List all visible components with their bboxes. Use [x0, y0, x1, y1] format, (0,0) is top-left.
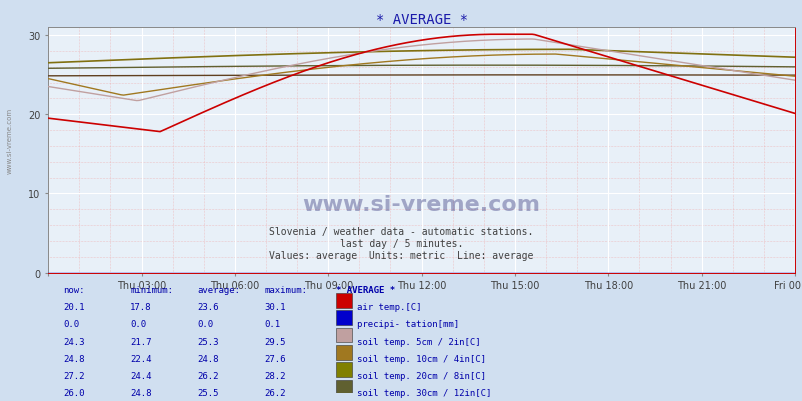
- FancyBboxPatch shape: [335, 311, 352, 325]
- Title: * AVERAGE *: * AVERAGE *: [375, 13, 467, 27]
- Text: 21.7: 21.7: [130, 337, 152, 346]
- Text: minimum:: minimum:: [130, 285, 173, 294]
- Text: soil temp. 5cm / 2in[C]: soil temp. 5cm / 2in[C]: [356, 337, 480, 346]
- Text: precipi- tation[mm]: precipi- tation[mm]: [356, 320, 458, 328]
- FancyBboxPatch shape: [335, 345, 352, 360]
- Text: soil temp. 10cm / 4in[C]: soil temp. 10cm / 4in[C]: [356, 354, 485, 363]
- Text: 24.8: 24.8: [197, 354, 219, 363]
- Text: 29.5: 29.5: [265, 337, 286, 346]
- Text: soil temp. 20cm / 8in[C]: soil temp. 20cm / 8in[C]: [356, 371, 485, 380]
- Text: 25.3: 25.3: [197, 337, 219, 346]
- Text: average:: average:: [197, 285, 241, 294]
- FancyBboxPatch shape: [335, 380, 352, 394]
- FancyBboxPatch shape: [335, 328, 352, 342]
- Text: 0.0: 0.0: [197, 320, 213, 328]
- Text: last day / 5 minutes.: last day / 5 minutes.: [339, 239, 463, 249]
- Text: 0.0: 0.0: [130, 320, 146, 328]
- Text: * AVERAGE *: * AVERAGE *: [335, 285, 395, 294]
- Text: 23.6: 23.6: [197, 302, 219, 311]
- Text: soil temp. 30cm / 12in[C]: soil temp. 30cm / 12in[C]: [356, 389, 490, 397]
- Text: 0.1: 0.1: [265, 320, 281, 328]
- Text: Values: average  Units: metric  Line: average: Values: average Units: metric Line: aver…: [269, 251, 533, 261]
- Text: 26.2: 26.2: [265, 389, 286, 397]
- Text: 27.2: 27.2: [63, 371, 84, 380]
- FancyBboxPatch shape: [335, 294, 352, 308]
- Text: 17.8: 17.8: [130, 302, 152, 311]
- Text: 26.2: 26.2: [197, 371, 219, 380]
- Text: 26.0: 26.0: [63, 389, 84, 397]
- Text: 24.3: 24.3: [63, 337, 84, 346]
- FancyBboxPatch shape: [335, 363, 352, 377]
- Text: now:: now:: [63, 285, 84, 294]
- Text: 28.2: 28.2: [265, 371, 286, 380]
- Text: maximum:: maximum:: [265, 285, 307, 294]
- Text: www.si-vreme.com: www.si-vreme.com: [302, 194, 540, 214]
- Text: 30.1: 30.1: [265, 302, 286, 311]
- FancyBboxPatch shape: [335, 397, 352, 401]
- Text: 20.1: 20.1: [63, 302, 84, 311]
- Text: 22.4: 22.4: [130, 354, 152, 363]
- Text: 24.8: 24.8: [130, 389, 152, 397]
- Text: 27.6: 27.6: [265, 354, 286, 363]
- Text: www.si-vreme.com: www.si-vreme.com: [6, 107, 13, 173]
- Text: 25.5: 25.5: [197, 389, 219, 397]
- Text: 0.0: 0.0: [63, 320, 79, 328]
- Text: Slovenia / weather data - automatic stations.: Slovenia / weather data - automatic stat…: [269, 227, 533, 237]
- Text: 24.8: 24.8: [63, 354, 84, 363]
- Text: air temp.[C]: air temp.[C]: [356, 302, 420, 311]
- Text: 24.4: 24.4: [130, 371, 152, 380]
